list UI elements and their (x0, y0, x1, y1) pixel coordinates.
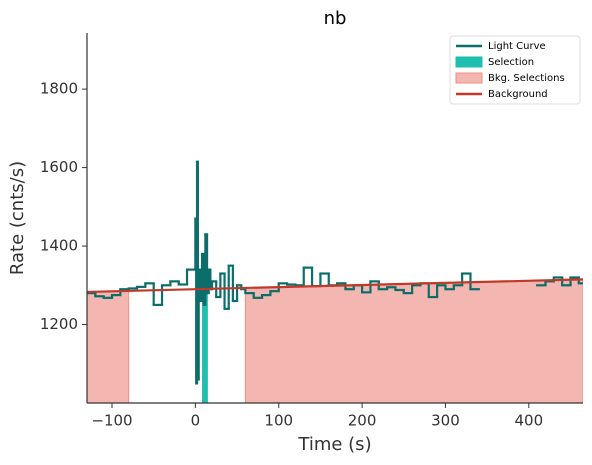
legend-swatch (455, 56, 483, 68)
x-tick-label: 0 (191, 412, 201, 430)
plot-area (87, 160, 583, 403)
x-tick-label: 100 (264, 412, 293, 430)
x-tick-label: −100 (91, 412, 132, 430)
x-tick-label: 300 (431, 412, 460, 430)
legend-label: Bkg. Selections (488, 73, 565, 84)
bkg-selection (87, 290, 130, 403)
x-axis-label: Time (s) (297, 434, 371, 455)
y-axis-label: Rate (cnts/s) (7, 161, 28, 275)
legend-label: Selection (488, 57, 534, 68)
y-tick-label: 1400 (40, 237, 78, 255)
bkg-selection (244, 278, 583, 403)
selection (202, 288, 208, 403)
legend: Light Curve Selection Bkg. Selections Backg… (449, 35, 581, 105)
legend-box (449, 35, 581, 105)
background-line (87, 278, 583, 294)
legend-label: Background (488, 89, 548, 100)
legend-label: Light Curve (488, 41, 546, 52)
x-tick-label: 400 (514, 412, 543, 430)
y-tick-label: 1200 (40, 315, 78, 333)
chart-title: nb (324, 8, 347, 29)
y-tick-label: 1600 (40, 158, 78, 176)
y-tick-label: 1800 (40, 80, 78, 98)
legend-swatch (455, 72, 483, 84)
x-tick-label: 200 (348, 412, 377, 430)
